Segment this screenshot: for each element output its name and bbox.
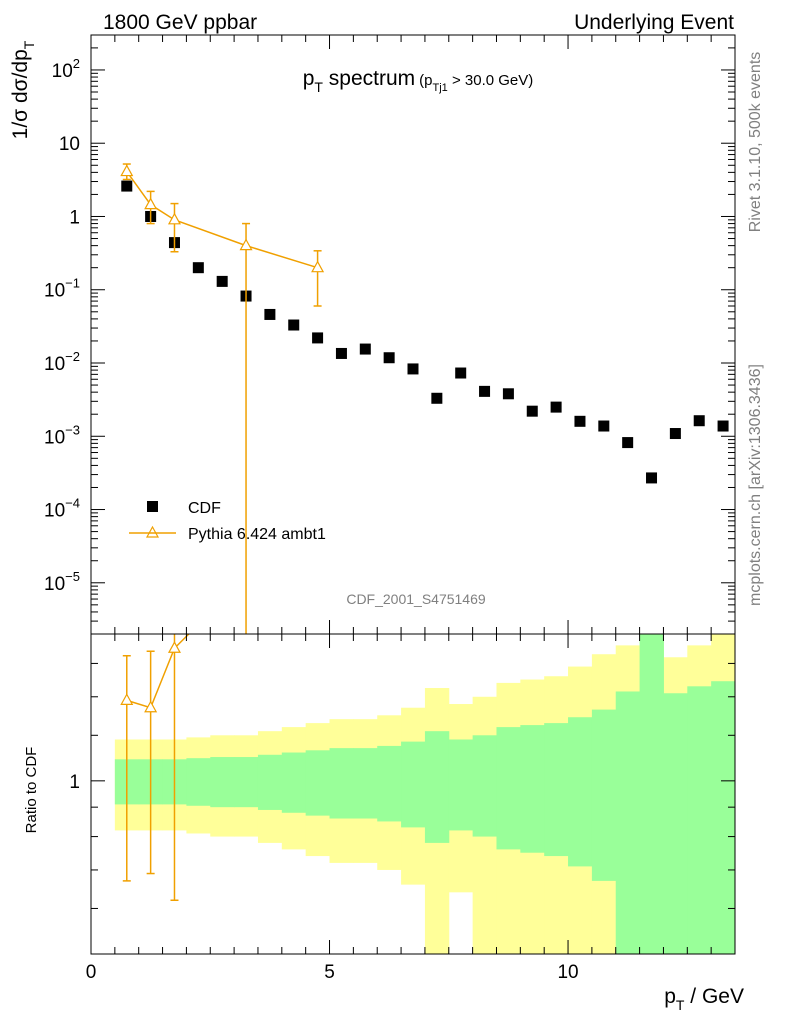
y-tick-label: 10−3 bbox=[44, 422, 80, 448]
ratio-y-tick-label: 1 bbox=[69, 772, 80, 793]
uncertainty-band-green bbox=[424, 731, 450, 843]
y-tick-label: 10−1 bbox=[44, 276, 80, 302]
uncertainty-band-green bbox=[186, 758, 211, 806]
uncertainty-band-green bbox=[639, 634, 664, 954]
cdf-point bbox=[717, 420, 729, 432]
main-y-ticks: 102 10 1 10−1 10−2 10−3 10−4 10−5 bbox=[44, 34, 735, 635]
cdf-point bbox=[669, 428, 681, 440]
ratio-data-layer bbox=[114, 633, 736, 954]
y-axis-title: 1/σ dσ/dpT bbox=[9, 40, 37, 139]
uncertainty-band-green bbox=[615, 691, 641, 954]
x-tick-label: 5 bbox=[324, 962, 335, 983]
pythia-point bbox=[311, 260, 325, 273]
ratio-pythia-point bbox=[167, 641, 181, 653]
header-left: 1800 GeV ppbar bbox=[103, 11, 257, 34]
watermark: CDF_2001_S4751469 bbox=[346, 591, 486, 607]
cdf-point bbox=[574, 415, 586, 427]
cdf-point bbox=[598, 420, 610, 432]
ratio-pythia-line bbox=[126, 633, 190, 709]
ratio-panel: Ratio to CDF 1 0 5 10 pT / GeV bbox=[23, 35, 744, 1013]
main-frame bbox=[90, 34, 736, 635]
header-right: Underlying Event bbox=[574, 11, 734, 34]
side-label-top: Rivet 3.1.10, 500k events bbox=[747, 52, 764, 233]
ratio-y-ticks: 1 bbox=[69, 662, 735, 909]
uncertainty-band-green bbox=[234, 757, 259, 808]
uncertainty-band-green bbox=[401, 741, 426, 828]
x-ticks: 0 5 10 bbox=[86, 35, 736, 983]
cdf-point bbox=[335, 347, 347, 359]
cdf-point bbox=[502, 388, 514, 400]
cdf-point bbox=[550, 401, 562, 413]
side-label-bottom: mcplots.cern.ch [arXiv:1306.3436] bbox=[747, 364, 764, 606]
y-tick-label: 10−5 bbox=[44, 569, 80, 595]
cdf-point bbox=[455, 367, 467, 379]
x-tick-label: 10 bbox=[557, 962, 578, 983]
main-data-layer bbox=[120, 163, 729, 634]
uncertainty-band-green bbox=[210, 757, 235, 808]
ratio-frame bbox=[90, 633, 736, 955]
y-tick-label: 102 bbox=[52, 56, 80, 82]
pythia-point bbox=[239, 238, 253, 251]
pythia-point bbox=[167, 212, 181, 225]
cdf-point bbox=[479, 385, 491, 397]
uncertainty-band-green bbox=[568, 717, 593, 867]
uncertainty-band-green bbox=[377, 745, 402, 822]
cdf-point bbox=[526, 405, 538, 417]
cdf-point bbox=[407, 363, 419, 375]
uncertainty-band-green bbox=[520, 725, 545, 853]
pythia-point bbox=[144, 197, 158, 210]
main-panel: CDF_2001_S4751469 pT spectrum (pTj1 > 30.… bbox=[9, 34, 736, 635]
pythia-point bbox=[120, 164, 134, 177]
plot-title: pT spectrum (pTj1 > 30.0 GeV) bbox=[303, 67, 534, 95]
cdf-point bbox=[264, 308, 276, 320]
uncertainty-band-green bbox=[591, 709, 617, 881]
legend-cdf-label: CDF bbox=[188, 500, 221, 517]
ratio-y-axis-title: Ratio to CDF bbox=[23, 747, 40, 834]
y-tick-label: 10 bbox=[59, 134, 80, 155]
uncertainty-band-green bbox=[496, 727, 521, 850]
uncertainty-band-green bbox=[329, 748, 354, 819]
legend-pythia-marker bbox=[145, 525, 160, 538]
uncertainty-band-green bbox=[305, 750, 331, 816]
cdf-point bbox=[693, 415, 705, 427]
cdf-point bbox=[431, 392, 443, 404]
uncertainty-band-green bbox=[544, 723, 569, 857]
cdf-point bbox=[121, 180, 133, 192]
uncertainty-band-green bbox=[257, 754, 283, 810]
ratio-pythia-point bbox=[144, 700, 158, 713]
cdf-point bbox=[646, 472, 658, 484]
cdf-point bbox=[383, 352, 395, 364]
uncertainty-band-green bbox=[281, 752, 307, 813]
y-tick-label: 10−4 bbox=[44, 496, 80, 522]
legend-pythia-label: Pythia 6.424 ambt1 bbox=[188, 526, 326, 543]
x-axis-title: pT / GeV bbox=[664, 985, 744, 1013]
cdf-point bbox=[288, 319, 300, 331]
legend: CDF Pythia 6.424 ambt1 bbox=[129, 500, 326, 543]
cdf-point bbox=[216, 275, 228, 287]
ratio-pythia-point bbox=[120, 693, 134, 705]
cdf-point bbox=[312, 332, 324, 344]
y-tick-label: 1 bbox=[69, 207, 80, 228]
legend-cdf-marker bbox=[147, 501, 158, 512]
cdf-point bbox=[622, 437, 634, 449]
cdf-point bbox=[359, 343, 371, 355]
x-tick-label: 0 bbox=[86, 962, 97, 983]
uncertainty-band-green bbox=[448, 739, 474, 831]
uncertainty-band-green bbox=[663, 693, 688, 954]
cdf-point bbox=[192, 262, 204, 274]
uncertainty-band-green bbox=[353, 748, 378, 819]
uncertainty-band-green bbox=[687, 686, 712, 954]
uncertainty-band-green bbox=[472, 735, 497, 837]
uncertainty-band-green bbox=[711, 681, 736, 954]
y-tick-label: 10−2 bbox=[44, 349, 80, 375]
